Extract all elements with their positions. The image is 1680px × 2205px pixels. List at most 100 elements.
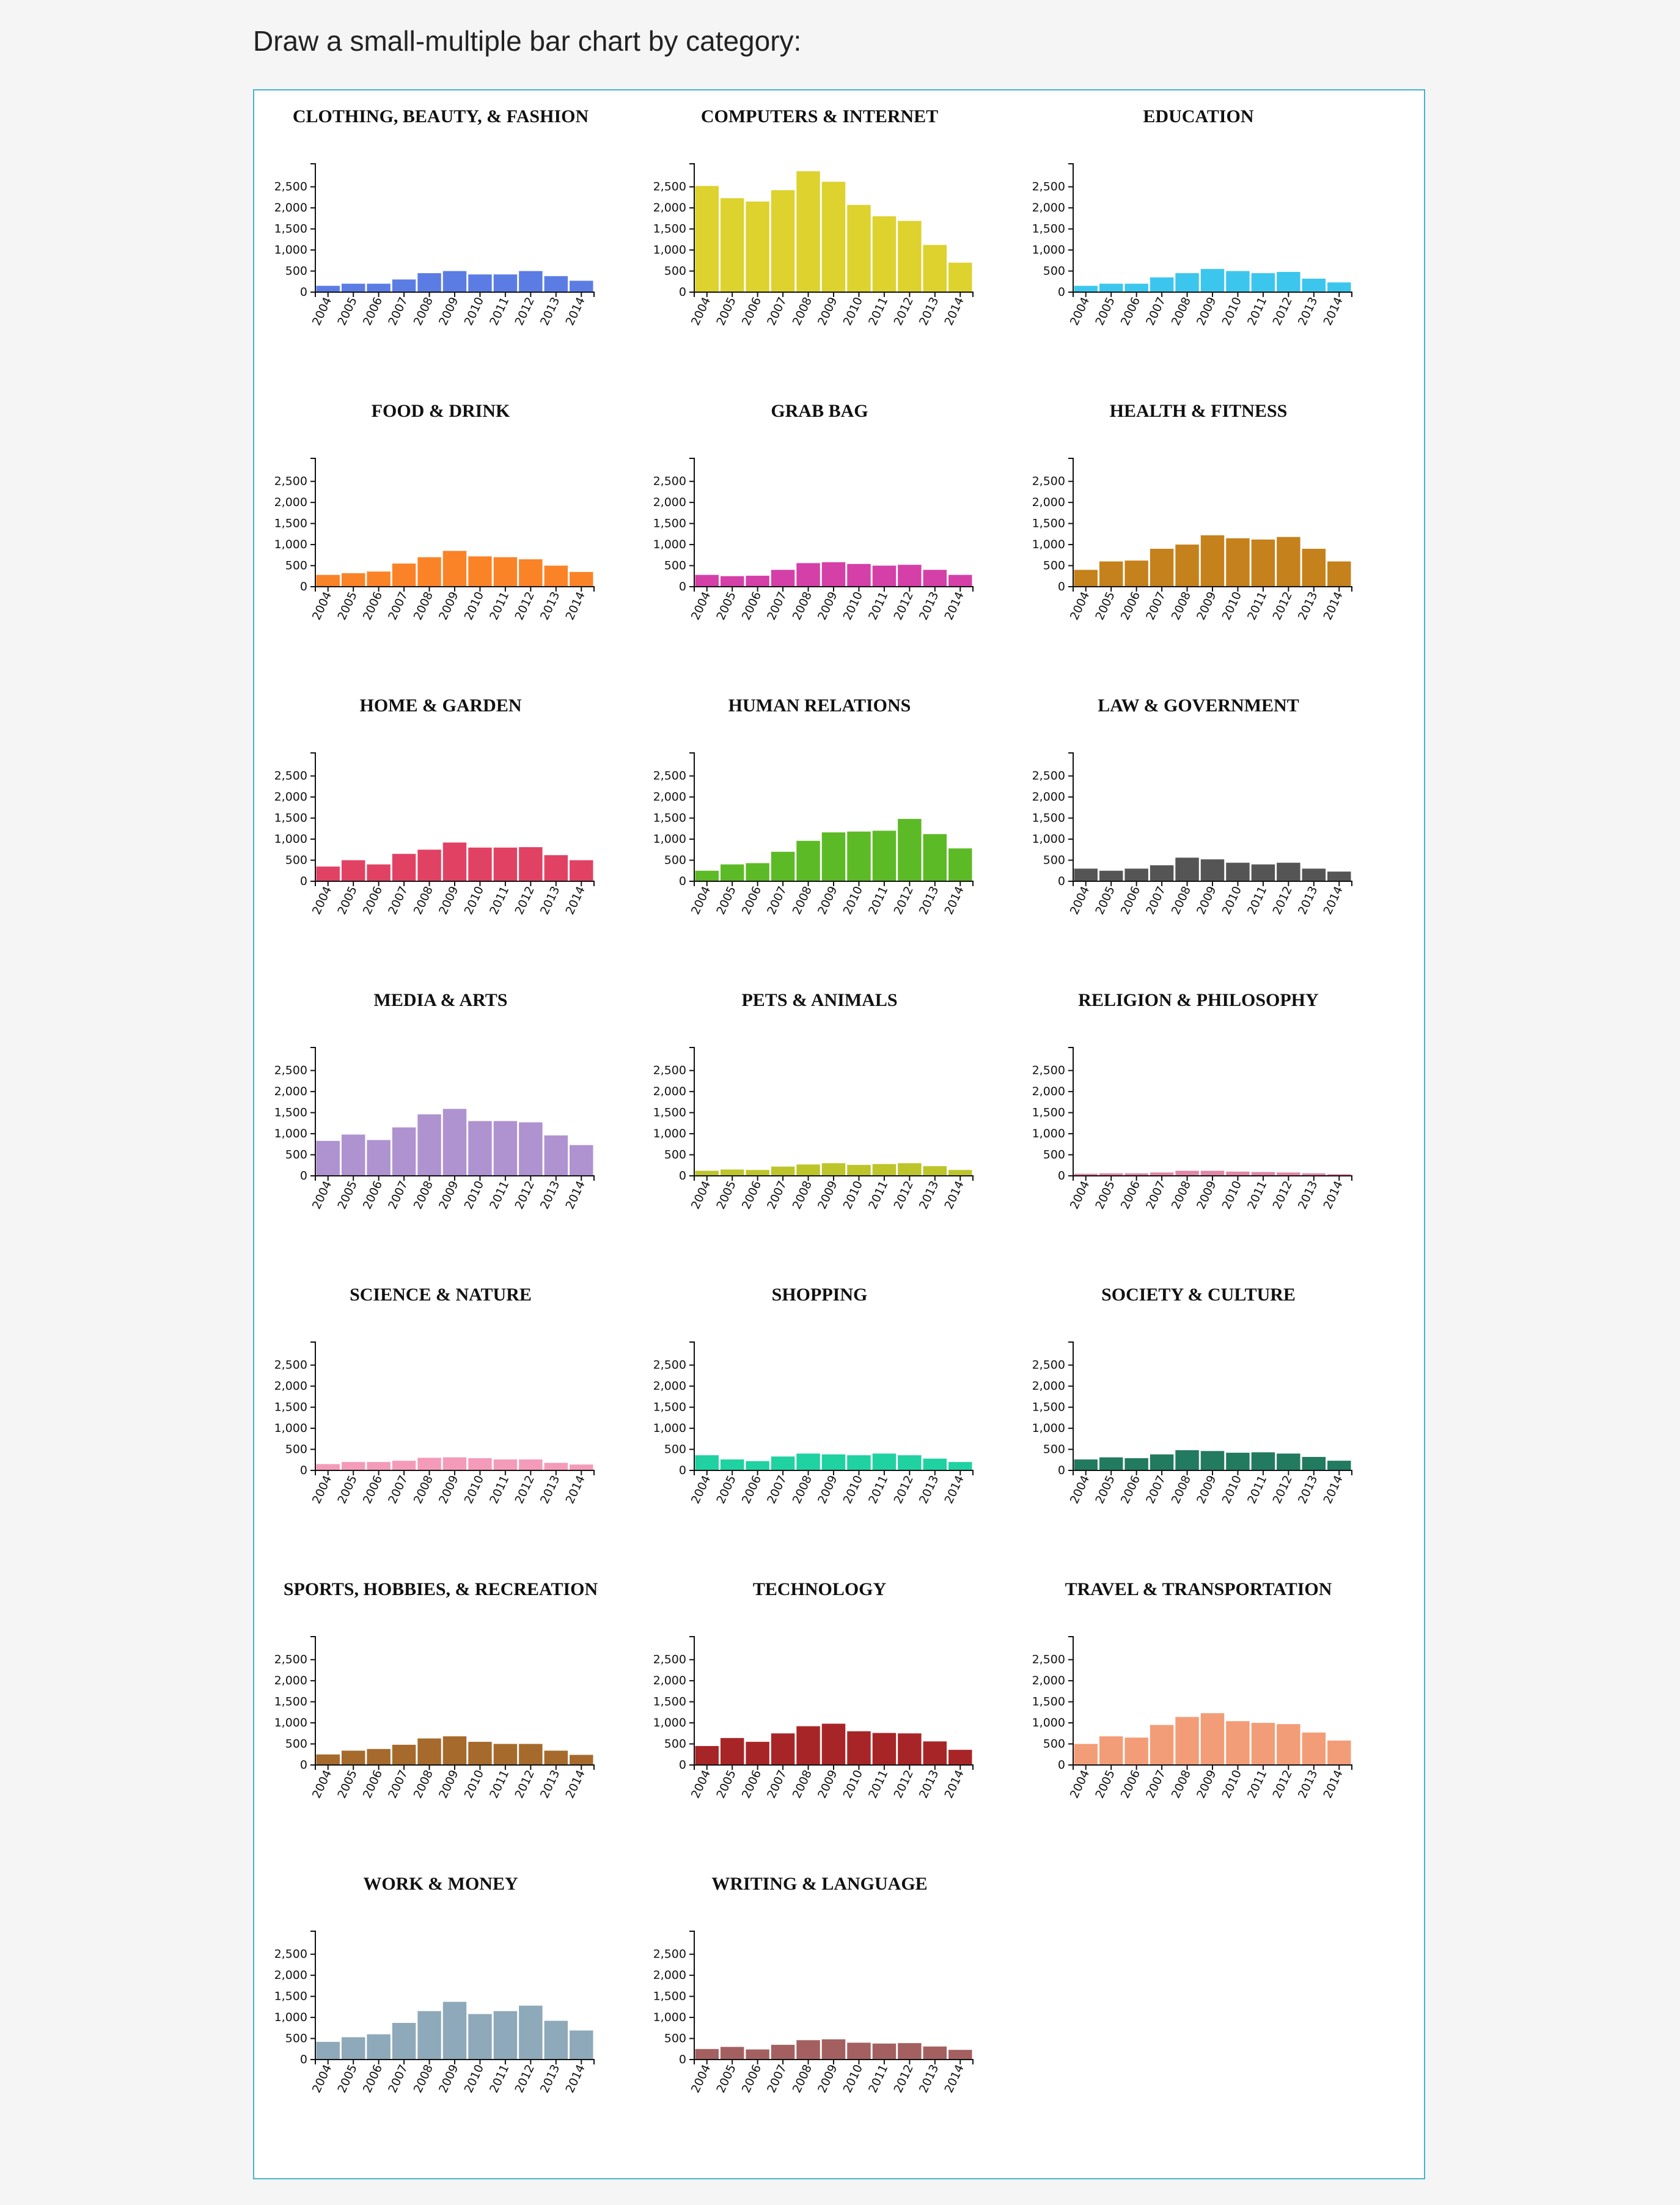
y-tick-label: 2,500 xyxy=(1032,1359,1065,1372)
bar xyxy=(771,190,795,292)
bar xyxy=(720,2047,744,2060)
x-tick-label: 2010 xyxy=(841,1768,865,1800)
x-tick-label: 2012 xyxy=(892,1768,916,1800)
y-tick-label: 2,500 xyxy=(653,1653,686,1667)
bar xyxy=(872,1453,897,1470)
bar xyxy=(821,562,846,587)
bar xyxy=(1302,1456,1326,1470)
bar xyxy=(544,1462,568,1470)
y-tick-label: 1,500 xyxy=(653,222,686,236)
y-tick-label: 1,500 xyxy=(653,1695,686,1709)
page-heading: Draw a small-multiple bar chart by categ… xyxy=(253,25,802,57)
bar xyxy=(746,1461,769,1470)
y-tick-label: 2,000 xyxy=(274,1085,307,1098)
x-tick-label: 2007 xyxy=(386,295,410,328)
bar xyxy=(898,1733,922,1765)
y-axis-line xyxy=(310,1636,316,1766)
x-tick-label: 2006 xyxy=(739,590,764,622)
y-tick-label: 2,500 xyxy=(1032,1064,1065,1077)
x-tick-label: 2009 xyxy=(1194,1473,1219,1506)
y-tick-label: 1,000 xyxy=(274,538,307,551)
y-tick-label: 1,000 xyxy=(653,832,686,846)
x-tick-label: 2014 xyxy=(563,1473,587,1506)
bar xyxy=(442,551,467,587)
panel-title: HOME & GARDEN xyxy=(360,695,522,716)
x-tick-label: 2011 xyxy=(487,2063,512,2095)
x-tick-label: 2007 xyxy=(1143,1768,1168,1800)
x-tick-label: 2004 xyxy=(689,295,713,328)
x-tick-label: 2008 xyxy=(1169,1768,1194,1800)
x-tick-label: 2008 xyxy=(1169,295,1194,328)
x-tick-label: 2009 xyxy=(436,1179,461,1211)
chart-panel: HOME & GARDEN 0 500 1,000 1,500 2,000 2,500 200… xyxy=(274,695,595,917)
bar xyxy=(417,1114,441,1176)
x-tick-label: 2007 xyxy=(765,1179,789,1211)
x-tick-label: 2014 xyxy=(942,590,966,622)
bar xyxy=(519,1122,543,1176)
chart-panel: SCIENCE & NATURE 0 500 1,000 1,500 2,000 2,500… xyxy=(274,1285,595,1506)
x-tick-label: 2006 xyxy=(739,295,764,328)
x-tick-label: 2013 xyxy=(538,295,562,328)
y-tick-label: 2,500 xyxy=(1032,1653,1065,1667)
x-tick-label: 2006 xyxy=(361,1768,385,1800)
bar xyxy=(771,2044,795,2060)
chart-panel: COMPUTERS & INTERNET 0 500 1,000 1,500 2,000 2… xyxy=(653,106,974,328)
y-tick-label: 2,000 xyxy=(1032,496,1065,509)
bar xyxy=(821,832,846,881)
y-tick-label: 1,500 xyxy=(274,517,307,530)
bar xyxy=(392,2023,416,2060)
bar xyxy=(1251,864,1275,881)
x-tick-label: 2012 xyxy=(513,1473,537,1506)
bar xyxy=(847,831,871,881)
x-tick-label: 2013 xyxy=(1296,1768,1320,1800)
y-axis-line xyxy=(689,1931,695,2060)
bar xyxy=(898,1163,922,1176)
y-tick-label: 1,500 xyxy=(274,1106,307,1120)
y-tick-label: 1,500 xyxy=(274,1695,307,1709)
x-tick-label: 2007 xyxy=(765,1473,789,1506)
x-tick-label: 2007 xyxy=(386,884,410,917)
y-tick-label: 500 xyxy=(664,559,686,573)
y-axis-line xyxy=(1068,1636,1074,1766)
x-tick-label: 2011 xyxy=(866,1768,890,1800)
bar xyxy=(948,574,972,587)
y-tick-label: 1,500 xyxy=(1032,812,1065,825)
bar xyxy=(367,1140,391,1176)
x-tick-label: 2011 xyxy=(487,1179,512,1211)
y-tick-label: 1,000 xyxy=(274,1127,307,1140)
y-tick-label: 500 xyxy=(1043,265,1065,278)
y-tick-label: 500 xyxy=(664,854,686,867)
bar xyxy=(771,1166,795,1176)
x-tick-label: 2006 xyxy=(361,590,385,622)
bar xyxy=(923,244,947,292)
x-tick-label: 2008 xyxy=(411,1473,436,1506)
x-tick-label: 2012 xyxy=(1271,590,1295,622)
y-tick-label: 2,000 xyxy=(653,1085,686,1098)
x-tick-label: 2009 xyxy=(1194,884,1219,917)
bar xyxy=(316,1140,340,1176)
bar xyxy=(821,1723,846,1765)
panel-title: EDUCATION xyxy=(1143,106,1253,127)
bar xyxy=(948,1170,972,1176)
y-tick-label: 2,500 xyxy=(274,1948,307,1961)
bar xyxy=(544,1135,568,1176)
bar xyxy=(695,574,719,587)
bar xyxy=(1150,865,1174,881)
bar xyxy=(544,1750,568,1765)
bar xyxy=(1175,1717,1199,1765)
bar xyxy=(1099,1173,1123,1176)
x-tick-label: 2013 xyxy=(917,590,941,622)
bar xyxy=(1124,868,1148,881)
x-tick-label: 2005 xyxy=(1093,1473,1117,1506)
x-tick-label: 2008 xyxy=(1169,590,1194,622)
x-tick-label: 2006 xyxy=(361,2063,385,2095)
bar xyxy=(796,2040,820,2060)
bar xyxy=(1327,282,1351,292)
y-tick-label: 0 xyxy=(300,1464,307,1477)
x-tick-label: 2012 xyxy=(513,2063,537,2095)
bar xyxy=(1124,560,1148,587)
x-tick-label: 2005 xyxy=(335,1768,359,1800)
x-tick-label: 2014 xyxy=(942,2063,966,2095)
bar xyxy=(1277,862,1300,881)
x-tick-label: 2009 xyxy=(1194,295,1219,328)
